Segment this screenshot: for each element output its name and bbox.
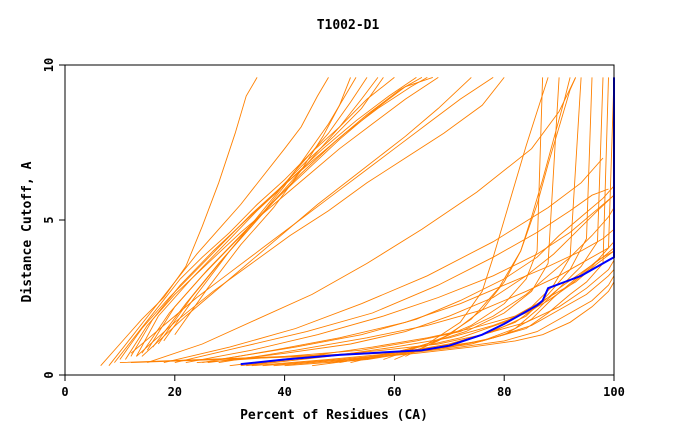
series-line-model-37 (383, 77, 549, 360)
x-tick-label: 60 (387, 385, 401, 399)
series-line-model-18 (163, 157, 604, 364)
highlight-series-line (240, 77, 615, 366)
y-axis-label: Distance Cutoff, A (20, 161, 35, 302)
series-line-model-19 (174, 188, 609, 364)
x-axis-label: Percent of Residues (CA) (240, 408, 428, 423)
y-tick-label: 10 (42, 58, 56, 72)
series-line-model-21 (202, 228, 615, 364)
series-line-model-06 (130, 77, 428, 357)
series-line-model-42 (218, 185, 615, 360)
series-line-model-15 (163, 77, 368, 342)
x-tick-label: 20 (168, 385, 182, 399)
axis-ticks: 0 20 40 60 80 100 0 5 10 (42, 58, 625, 399)
chart-title: T1002-D1 (317, 18, 380, 33)
series-line-model-04 (119, 77, 384, 360)
x-tick-label: 100 (603, 385, 625, 399)
series-line-model-16 (174, 77, 351, 335)
y-tick-label: 0 (42, 371, 56, 378)
highlight-layer (240, 77, 615, 366)
series-line-model-36 (405, 77, 571, 357)
series-line-model-20 (185, 194, 615, 364)
series-layer (100, 76, 615, 367)
series-line-model-02 (108, 77, 329, 366)
series-line-model-17 (147, 77, 577, 364)
x-tick-label: 80 (497, 385, 511, 399)
series-line-model-39 (130, 247, 615, 364)
x-tick-label: 0 (61, 385, 68, 399)
series-line-model-40 (196, 207, 615, 364)
series-line-model-07 (136, 77, 417, 357)
series-line-model-22 (218, 241, 615, 364)
series-line-model-41 (207, 194, 615, 364)
series-line-model-25 (251, 269, 615, 367)
series-line-model-03 (114, 77, 395, 363)
series-line-model-05 (125, 77, 439, 360)
y-tick-label: 5 (42, 216, 56, 223)
series-line-model-01 (100, 77, 258, 366)
series-line-model-11 (136, 77, 505, 357)
x-tick-label: 40 (277, 385, 291, 399)
series-line-model-12 (141, 77, 472, 357)
